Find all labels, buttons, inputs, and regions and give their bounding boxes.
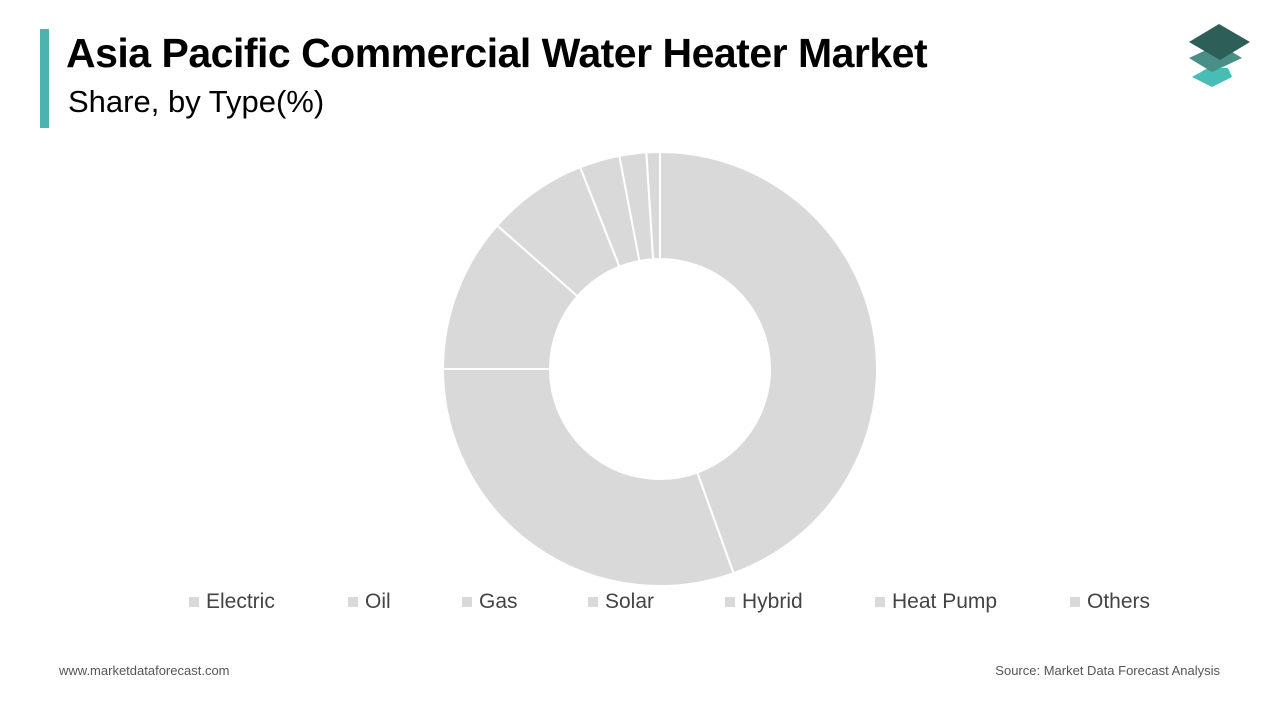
chart-title: Asia Pacific Commercial Water Heater Mar… (66, 30, 928, 76)
legend-swatch (875, 597, 885, 607)
legend-label: Heat Pump (892, 590, 998, 613)
legend-label: Others (1087, 590, 1151, 613)
legend-label: Gas (479, 590, 518, 613)
donut-slice-oil (441, 368, 735, 587)
legend-swatch (462, 597, 472, 607)
legend-swatch (1070, 597, 1080, 607)
legend-label: Electric (206, 590, 275, 613)
legend-item-solar: Solar (588, 590, 654, 614)
legend-swatch (588, 597, 598, 607)
legend-item-heat-pump: Heat Pump (875, 590, 997, 614)
chart-subtitle: Share, by Type(%) (68, 84, 325, 119)
legend-item-others: Others (1070, 590, 1150, 614)
chart-legend: Electric Oil Gas Solar Hybrid Heat Pump Others (0, 590, 1280, 620)
legend-label: Oil (365, 590, 391, 613)
stacked-layers-logo-icon (1189, 24, 1250, 87)
legend-item-gas: Gas (462, 590, 518, 614)
source-footer: Source: Market Data Forecast Analysis (995, 663, 1220, 678)
legend-swatch (348, 597, 358, 607)
logo-layer-top (1189, 24, 1250, 60)
title-accent-bar (40, 29, 49, 128)
legend-item-electric: Electric (189, 590, 275, 614)
donut-slice-others (645, 150, 661, 261)
logo-layer-bottom (1192, 68, 1232, 87)
donut-slice-electric (659, 150, 878, 575)
legend-label: Solar (605, 590, 655, 613)
legend-swatch (725, 597, 735, 607)
legend-label: Hybrid (742, 590, 803, 613)
legend-item-oil: Oil (348, 590, 391, 614)
legend-swatch (189, 597, 199, 607)
legend-item-hybrid: Hybrid (725, 590, 803, 614)
website-footer: www.marketdataforecast.com (59, 663, 230, 678)
